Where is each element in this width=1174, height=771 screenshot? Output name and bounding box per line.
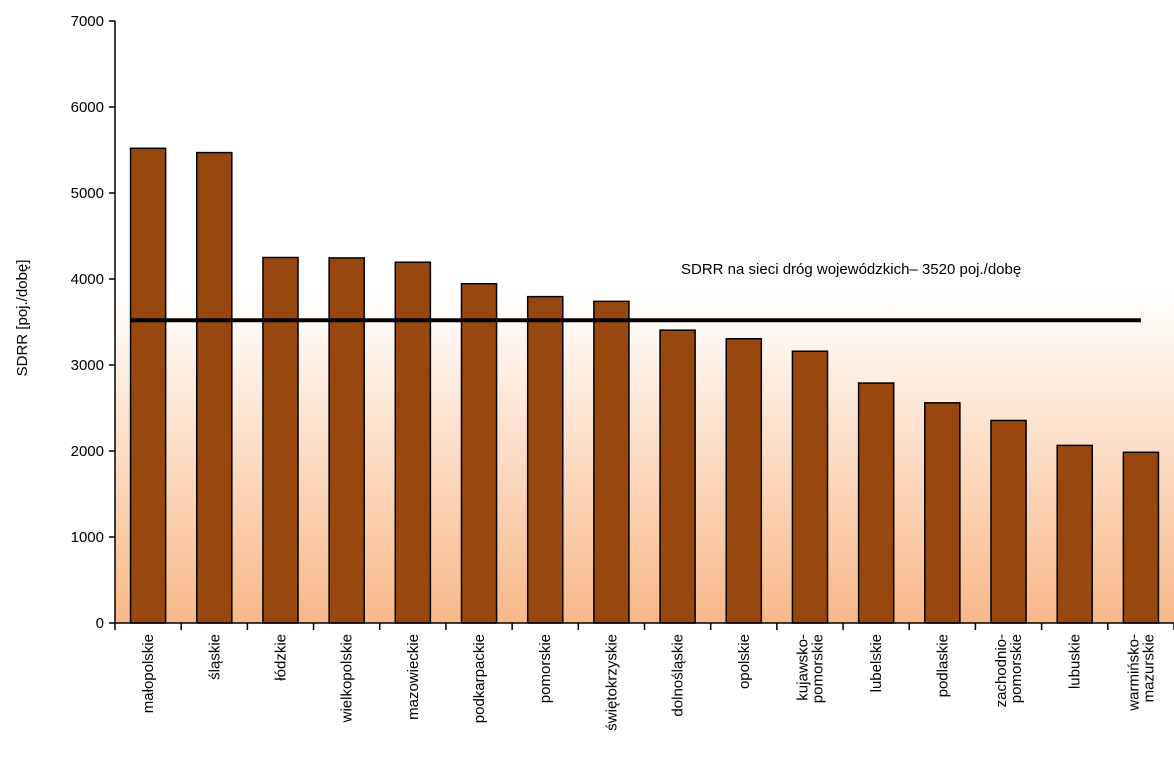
y-ticks-group: 0 1000 2000 3000 4000 5000 6000 7000: [71, 13, 115, 632]
y-tick-label: 3000: [71, 357, 104, 374]
bar: [659, 329, 696, 624]
x-tick-label: małopolskie: [140, 634, 157, 713]
reference-line-label: SDRR na sieci dróg wojewódzkich– 3520 po…: [681, 261, 1021, 278]
bar: [857, 382, 895, 624]
bar: [791, 350, 829, 624]
x-tick-label: podlaskie: [934, 634, 951, 697]
x-tick-label: podkarpackie: [471, 634, 488, 723]
x-tick-label: łódzkie: [272, 634, 289, 681]
x-tick-label: lubuskie: [1067, 634, 1084, 689]
bar: [328, 257, 365, 624]
x-tick-label: warmińsko-: [1125, 634, 1142, 712]
x-tick-label: pomorskie: [537, 634, 554, 703]
x-tick-label: dolnośląskie: [670, 634, 687, 717]
y-tick-label: 1000: [71, 529, 104, 546]
x-tick-label: pomorskie: [1008, 634, 1025, 703]
y-tick-label: 5000: [71, 185, 104, 202]
y-tick-label: 4000: [71, 271, 104, 288]
bar: [526, 295, 564, 624]
bar: [1056, 444, 1094, 624]
bar: [394, 261, 432, 624]
bar: [725, 338, 763, 624]
bar: [262, 256, 299, 624]
x-tick-label: mazowieckie: [405, 634, 422, 720]
x-tick-label: opolskie: [736, 634, 753, 689]
y-tick-label: 0: [96, 615, 104, 632]
bar: [990, 419, 1027, 624]
y-tick-label: 7000: [71, 13, 104, 30]
bar: [129, 147, 167, 624]
x-ticks-group: [114, 623, 1174, 630]
bar: [460, 282, 498, 624]
bar: [1122, 451, 1160, 624]
bar: [195, 151, 233, 624]
x-tick-label: lubelskie: [868, 634, 885, 692]
y-tick-label: 6000: [71, 99, 104, 116]
bar: [924, 402, 961, 624]
x-tick-label: pomorskie: [809, 634, 826, 703]
x-tick-label: kujawsko-: [794, 634, 811, 701]
x-tick-label: śląskie: [206, 634, 223, 680]
x-tick-label: mazurskie: [1140, 634, 1157, 702]
x-tick-labels-group: małopolskie śląskie łódzkie wielkopolskie ma…: [140, 634, 1157, 731]
y-axis-label: SDRR [poj./dobę]: [14, 260, 31, 377]
y-tick-label: 2000: [71, 443, 104, 460]
x-tick-label: wielkopolskie: [339, 634, 356, 723]
x-tick-label: świętokrzyskie: [603, 634, 620, 731]
bar: [593, 300, 630, 624]
x-tick-label: zachodnio-: [993, 634, 1010, 707]
